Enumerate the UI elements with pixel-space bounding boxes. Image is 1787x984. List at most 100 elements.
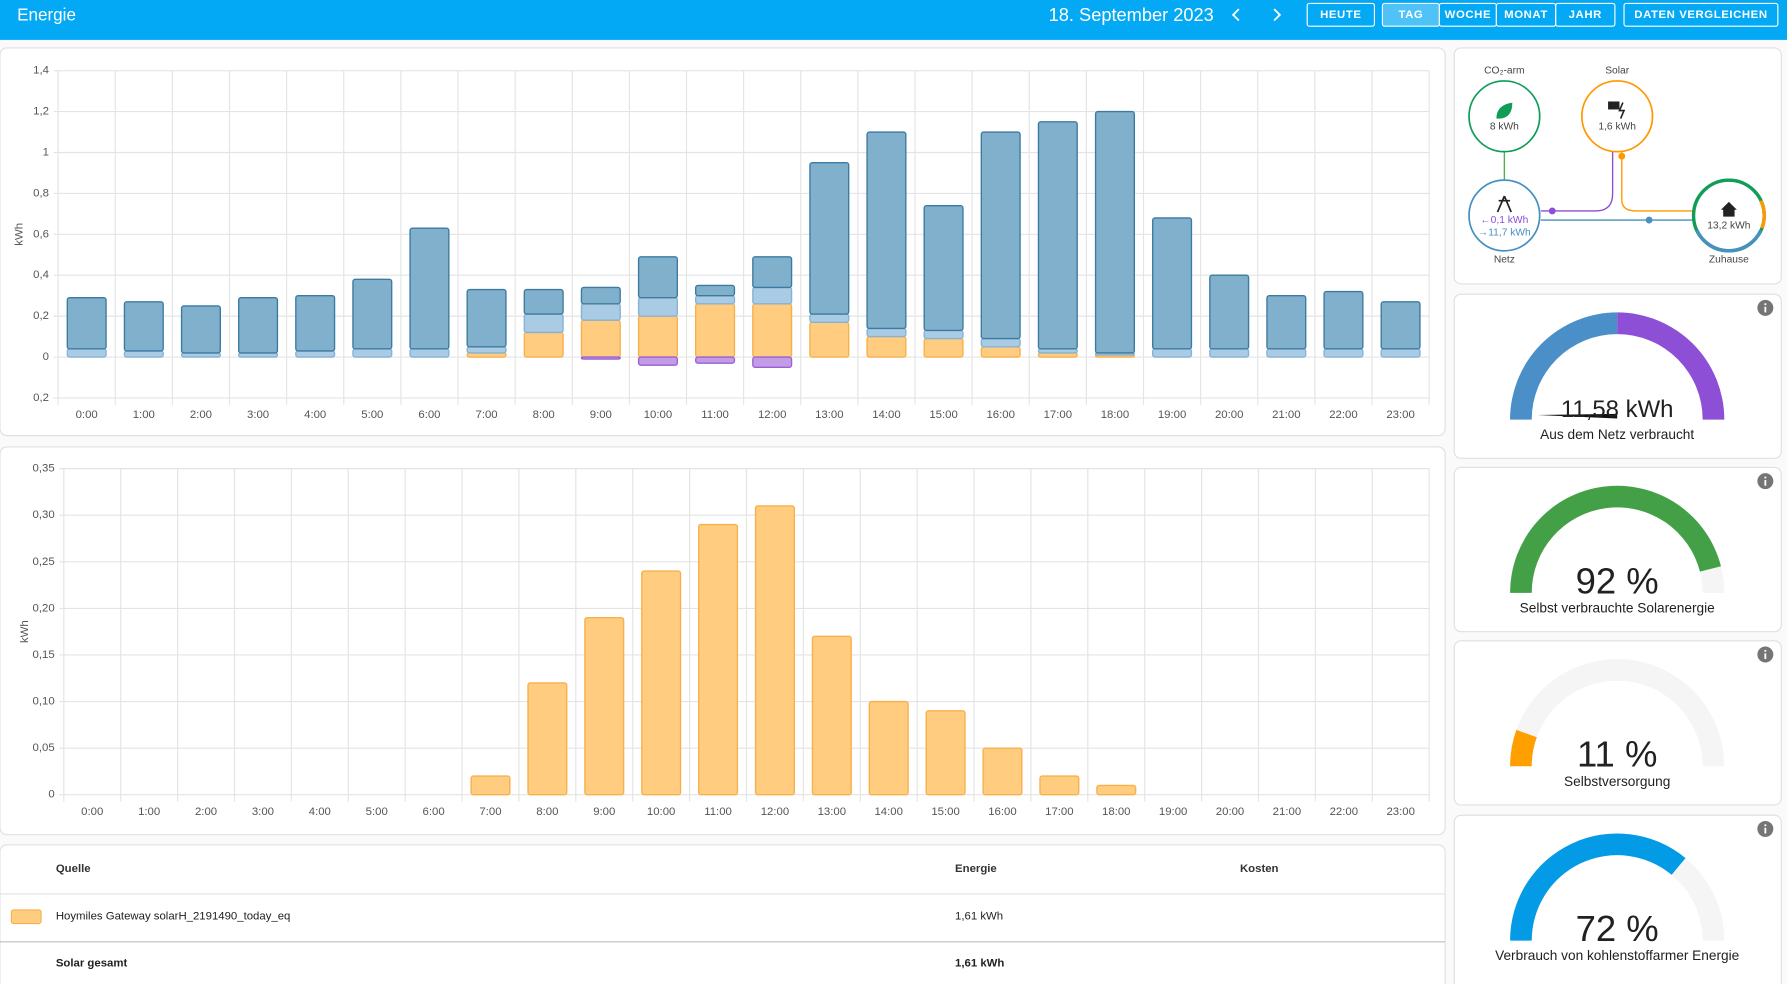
y-tick-label: 0,2 xyxy=(33,310,49,322)
bar xyxy=(466,288,507,348)
x-tick-label: 2:00 xyxy=(190,409,212,421)
bar xyxy=(752,356,793,368)
flow-label: →11,7 kWh xyxy=(1478,227,1531,238)
x-tick-label: 19:00 xyxy=(1159,806,1187,818)
flow-label: 1,6 kWh xyxy=(1598,121,1636,132)
toolbar-button[interactable] xyxy=(1623,2,1779,27)
flow-shape xyxy=(1540,151,1614,212)
gauge-name: Aus dem Netz verbraucht xyxy=(1540,427,1694,442)
y-tick-label: 0,2 xyxy=(33,392,49,404)
toolbar-button-label[interactable]: JAHR xyxy=(1569,9,1602,21)
x-tick-label: 21:00 xyxy=(1273,806,1301,818)
flow-shape xyxy=(1621,151,1694,212)
bar xyxy=(523,288,564,315)
bar xyxy=(523,331,564,358)
bar xyxy=(1152,348,1193,358)
flow-shape xyxy=(1618,152,1626,160)
flow-label: 13,2 kWh xyxy=(1707,220,1751,231)
gauge-name: Selbstversorgung xyxy=(1564,774,1670,789)
bar xyxy=(1209,348,1250,358)
x-tick-label: 6:00 xyxy=(423,806,445,818)
table-card xyxy=(0,844,1446,984)
y-tick-label: 1,4 xyxy=(33,65,49,77)
gauge-value-label: 11,58 kWh xyxy=(1561,396,1674,423)
toolbar-button-label[interactable]: HEUTE xyxy=(1320,9,1361,21)
toolbar-button-label[interactable]: TAG xyxy=(1398,9,1423,21)
x-tick-label: 11:00 xyxy=(701,409,729,421)
flow-shape xyxy=(1548,207,1556,215)
y-tick-label: 0 xyxy=(48,789,54,801)
table-header: Kosten xyxy=(1240,863,1279,875)
toolbar-title: Energie xyxy=(17,5,76,24)
bar xyxy=(1209,274,1250,350)
bar xyxy=(982,747,1023,796)
bar xyxy=(980,131,1021,340)
bar xyxy=(866,335,907,358)
gauge-name: Selbst verbrauchte Solarenergie xyxy=(1520,600,1715,615)
x-tick-label: 17:00 xyxy=(1044,409,1072,421)
flow-label: ←0,1 kWh xyxy=(1480,215,1528,226)
source-energy: 1,61 kWh xyxy=(955,911,1003,923)
prev-button[interactable] xyxy=(1231,8,1240,22)
gauge-card xyxy=(1453,814,1782,984)
x-tick-label: 8:00 xyxy=(536,806,558,818)
x-tick-label: 0:00 xyxy=(76,409,98,421)
x-tick-label: 0:00 xyxy=(81,806,103,818)
flow-shape xyxy=(1618,102,1626,119)
table-header: Energie xyxy=(955,863,997,875)
bar xyxy=(868,700,909,796)
bar xyxy=(584,617,625,796)
bar xyxy=(1266,348,1307,358)
bar xyxy=(923,337,964,358)
x-tick-label: 21:00 xyxy=(1272,409,1300,421)
gauge-card xyxy=(1453,466,1782,633)
x-tick-label: 1:00 xyxy=(133,409,155,421)
bar xyxy=(923,204,964,332)
gauge-segment xyxy=(1510,312,1618,420)
x-tick-label: 11:00 xyxy=(704,806,732,818)
gauge-name: Verbrauch von kohlenstoffarmer Energie xyxy=(1495,948,1739,963)
bar xyxy=(409,348,450,358)
bar xyxy=(470,775,511,796)
flow-shape xyxy=(1695,229,1763,253)
toolbar-button[interactable] xyxy=(1555,2,1616,27)
x-tick-label: 2:00 xyxy=(195,806,217,818)
gauge-value-label: 72 % xyxy=(1576,908,1659,949)
toolbar-button-label[interactable]: MONAT xyxy=(1504,9,1548,21)
bar xyxy=(754,505,795,796)
bar xyxy=(527,682,568,796)
bar xyxy=(695,356,736,364)
energy-flow xyxy=(1468,80,1766,253)
info-icon-glyph xyxy=(1764,303,1767,306)
bar xyxy=(752,286,793,305)
y-tick-label: 0,6 xyxy=(33,228,49,240)
bar xyxy=(980,346,1021,358)
bar xyxy=(1094,110,1136,354)
flow-label: Zuhause xyxy=(1709,255,1749,266)
table-header: Quelle xyxy=(56,863,91,875)
bar xyxy=(695,303,736,358)
y-tick-label: 0,35 xyxy=(33,463,55,475)
bar xyxy=(809,321,850,358)
bar xyxy=(637,297,679,317)
bar xyxy=(295,350,336,358)
bar xyxy=(925,710,966,796)
y-tick-label: 0,10 xyxy=(33,696,55,708)
toolbar-button[interactable] xyxy=(1306,2,1376,27)
x-tick-label: 3:00 xyxy=(247,409,269,421)
toolbar-button-label[interactable]: WOCHE xyxy=(1445,9,1491,21)
info-icon-glyph xyxy=(1764,827,1767,834)
toolbar-button-label[interactable]: DATEN VERGLEICHEN xyxy=(1634,9,1767,21)
x-tick-label: 4:00 xyxy=(304,409,326,421)
x-tick-label: 22:00 xyxy=(1330,806,1358,818)
source-name: Hoymiles Gateway solarH_2191490_today_eq xyxy=(56,911,291,923)
flow-shape xyxy=(1608,101,1620,110)
bar xyxy=(295,294,336,352)
bar xyxy=(809,162,850,315)
bar xyxy=(580,319,621,358)
bar xyxy=(752,256,793,289)
next-button[interactable] xyxy=(1273,8,1282,22)
bar xyxy=(238,297,279,354)
x-tick-label: 8:00 xyxy=(533,409,555,421)
flow-shape xyxy=(1720,201,1737,217)
